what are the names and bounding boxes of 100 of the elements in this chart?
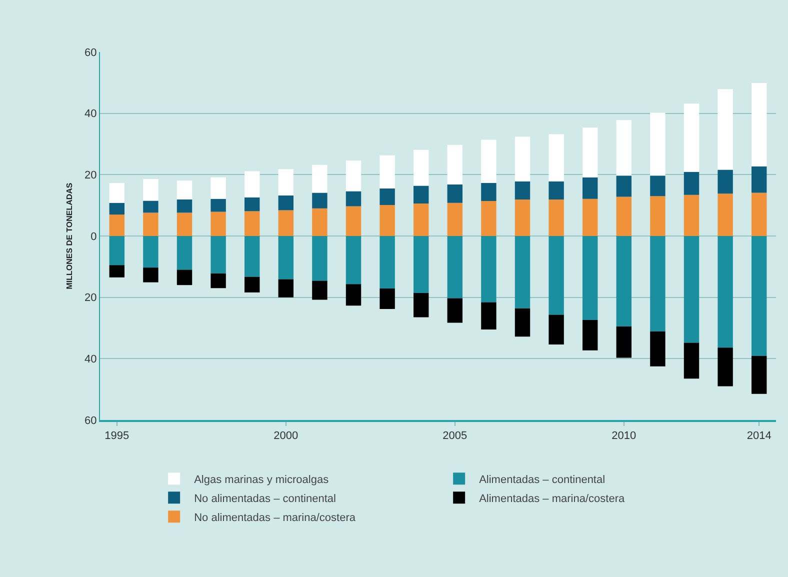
bar [109,214,125,236]
bar [650,176,666,196]
bar [447,202,463,236]
bar [481,182,496,202]
bar [718,348,733,386]
bar [109,265,125,278]
bar [548,181,564,200]
bar [210,236,226,274]
bar [582,177,598,199]
bar [244,171,260,198]
bar [210,273,226,288]
bar [244,276,260,292]
bar [447,184,463,203]
bar [548,200,564,236]
bar [650,196,666,236]
bar [616,176,632,197]
bar [752,192,767,236]
bar [176,212,192,236]
bar [143,212,158,236]
bar [380,155,395,188]
bar [210,177,226,199]
bar [684,104,700,172]
legend-label: Algas marinas y microalgas [194,474,330,486]
bar [346,191,362,206]
bar [244,236,260,277]
bar [514,181,530,200]
bar [684,194,700,236]
bar [244,211,260,236]
bar [278,236,294,280]
bar [312,236,328,281]
bar [684,172,700,195]
bar [109,182,125,203]
bar [380,236,395,288]
bar [514,236,530,308]
bar [143,236,158,268]
bar [481,236,496,302]
legend-label: Alimentadas – marina/costera [479,492,626,505]
bar [752,166,767,193]
bar [447,298,463,323]
bar [210,198,226,212]
bar [278,169,294,196]
legend-label: No alimentadas – continental [194,492,336,505]
bar [109,202,125,215]
bar [143,268,158,282]
bar [244,197,260,212]
bar [718,89,733,170]
bar [346,206,362,236]
bar [447,144,463,184]
bar [481,302,496,330]
bar [582,236,598,320]
bar [650,112,666,176]
bar [414,186,429,204]
bar [176,180,192,200]
bar [414,150,429,186]
bar [616,236,632,326]
y-tick-label: 60 [84,46,97,59]
bar [380,288,395,309]
bar [278,279,294,298]
y-axis-title: MILLONES DE TONELADAS [65,182,74,290]
x-tick-label: 2005 [442,430,468,442]
bar [109,236,125,266]
bar [414,236,429,294]
y-tick-label: 20 [84,292,97,304]
bar [278,196,294,210]
bar [752,236,767,356]
bar [414,203,429,236]
bar [346,160,362,192]
bar [447,236,463,298]
bar [718,236,733,348]
bar [684,342,700,379]
bar [650,236,666,332]
y-tick-label: 0 [90,230,97,243]
bar [414,293,429,318]
bar [752,356,767,394]
bar [718,194,733,236]
bar [143,200,158,213]
bar [514,200,530,236]
x-tick-label: 1995 [104,430,130,442]
bar [346,236,362,284]
bar [718,170,733,194]
bar [582,198,598,236]
bar [752,82,767,166]
bar [312,280,328,300]
y-tick-label: 60 [84,414,97,427]
y-tick-label: 40 [84,354,97,366]
legend-label: Alimentadas – continental [479,474,606,486]
bar [312,192,328,208]
bar [616,120,632,176]
bar [616,196,632,236]
bar [616,326,632,358]
bar [582,127,598,178]
bar [380,188,395,206]
bar [380,205,395,236]
legend-label: No alimentadas – marina/costera [194,512,356,524]
bar [210,212,226,236]
x-tick-label: 2014 [746,430,772,442]
bar [176,200,192,213]
bar [582,320,598,350]
y-tick-label: 40 [84,108,97,120]
bar [650,331,666,366]
